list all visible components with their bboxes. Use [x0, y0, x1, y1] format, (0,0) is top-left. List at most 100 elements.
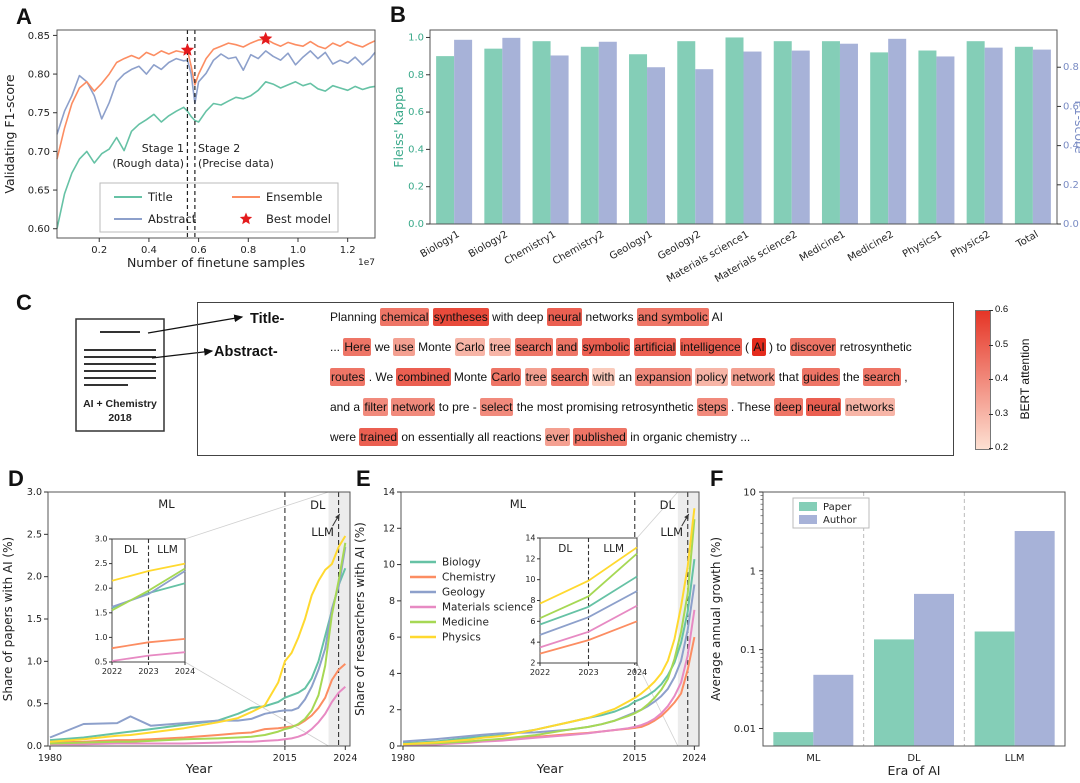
chart-text: 0.01 — [734, 724, 756, 735]
chart-text: 1980 — [38, 753, 62, 764]
bar-f1-medicine1 — [839, 43, 858, 225]
document-icon — [75, 318, 165, 432]
chart-text: 3.0 — [27, 487, 42, 498]
attention-colorbar — [975, 310, 991, 450]
panel-d-line-physics — [49, 535, 347, 743]
attention-line-3: and a filter network to pre - select the… — [330, 392, 950, 422]
bar-kappa-biology1 — [436, 56, 455, 224]
plain-word: that — [775, 370, 803, 384]
chart-text: 12 — [383, 523, 395, 534]
chart-text: 10 — [525, 575, 535, 584]
inset-label-llm: LLM — [157, 544, 178, 556]
plain-word: an — [615, 370, 636, 384]
panel-a-line-ensemble — [56, 38, 376, 160]
plain-word: the most promising retrosynthetic — [513, 400, 697, 414]
category-materials-science2: Materials science2 — [713, 229, 799, 285]
axes-frame — [400, 491, 700, 747]
chart-text: 1.0 — [290, 245, 306, 256]
bar-f1-geology1 — [647, 67, 666, 224]
plain-word: ) to — [765, 340, 790, 354]
category-medicine1: Medicine1 — [798, 229, 848, 264]
chart-text: 2024 — [682, 753, 706, 764]
chart-text: 2.0 — [95, 584, 108, 593]
panel-d-line-materials-science — [50, 685, 346, 746]
legend-author: Author — [823, 515, 858, 526]
plain-word: with deep — [488, 310, 547, 324]
inset-connector — [636, 662, 679, 747]
chart-text: 1.0 — [95, 633, 108, 642]
chart-text: 0.4 — [408, 144, 424, 155]
chart-text: 1.0 — [27, 656, 42, 667]
bar-paper-dl — [874, 639, 914, 746]
chart-text: 2.0 — [27, 572, 42, 583]
arrow-icon — [335, 514, 340, 520]
attention-word: network — [391, 398, 436, 416]
category-geology1: Geology1 — [608, 229, 655, 262]
plain-word: Monte — [450, 370, 491, 384]
plain-word: ... — [330, 340, 344, 354]
colorbar-tick-label: 0.2 — [995, 442, 1009, 453]
bar-kappa-medicine1 — [821, 41, 840, 224]
category-physics2: Physics2 — [949, 229, 992, 260]
attention-word: artificial — [633, 338, 677, 356]
attention-word: steps — [696, 398, 728, 416]
bar-kappa-chemistry2 — [580, 46, 599, 225]
attention-word: Carlo — [454, 338, 486, 356]
chart-text: 2 — [530, 659, 535, 668]
attention-word: neural — [806, 398, 842, 416]
attention-text-box — [197, 302, 954, 456]
panel-b-ylabel-left: Fleiss' Kappa — [391, 86, 406, 167]
legend-biology: Biology — [442, 557, 481, 569]
chart-text: 0.8 — [408, 70, 424, 81]
inset-label-dl: DL — [558, 543, 572, 555]
attention-word: guides — [802, 368, 840, 386]
stage1-label: Stage 1 — [142, 142, 184, 155]
plain-word: ( — [741, 340, 753, 354]
panel-e-label-llm: LLM — [660, 525, 683, 539]
bar-paper-llm — [974, 631, 1015, 746]
bar-f1-total — [1032, 49, 1051, 224]
chart-text: 0.4 — [141, 245, 157, 256]
chart-text: 0.6 — [408, 107, 424, 118]
plain-word: . These — [727, 400, 775, 414]
panel-a-line-title — [56, 81, 376, 229]
attention-line-4: were trained on essentially all reaction… — [330, 422, 950, 452]
axes-frame — [56, 29, 376, 239]
chart-text: 0.0 — [27, 741, 42, 752]
attention-word: Carlo — [490, 368, 522, 386]
best-model-star-icon — [239, 212, 253, 225]
attention-word: deep — [774, 398, 803, 416]
attention-text-lines: Planning chemical syntheses with deep ne… — [330, 302, 950, 452]
colorbar-tick-mark — [989, 448, 993, 449]
attention-word: published — [573, 428, 627, 446]
chart-text: 0.60 — [28, 224, 50, 235]
bar-kappa-materials-science1 — [725, 37, 744, 224]
panel-e-ylabel: Share of researchers with AI (%) — [353, 522, 367, 716]
panel-d-label-llm: LLM — [311, 525, 334, 539]
colorbar-tick-label: 0.6 — [995, 304, 1009, 315]
attention-word: use — [393, 338, 415, 356]
chart-text: 1980 — [391, 753, 415, 764]
stage1-sublabel: (Rough data) — [112, 157, 184, 170]
panel-f-chart: ML DL LLM 10 1 0.1 0.01 Paper Author Era of AI Ave… — [709, 488, 1066, 778]
attention-word: select — [480, 398, 514, 416]
colorbar-tick-mark — [989, 379, 993, 380]
category-biology1: Biology1 — [419, 229, 462, 260]
chart-text: 0.2 — [408, 182, 424, 193]
chart-text: 0.8 — [1063, 62, 1079, 73]
panel-d-ylabel: Share of papers with AI (%) — [1, 537, 15, 701]
title-arrow — [147, 314, 244, 334]
inset-label-llm: LLM — [603, 543, 624, 555]
panel-f-ylabel: Average annual growth (%) — [709, 537, 723, 701]
legend-abstract: Abstract — [148, 212, 197, 226]
chart-text: 0.6 — [191, 245, 207, 256]
attention-word: syntheses — [432, 308, 489, 326]
panel-f-xlabel: Era of AI — [888, 763, 941, 778]
chart-text: 12 — [525, 554, 535, 563]
panel-e-letter: E — [356, 466, 371, 491]
plain-word: , — [900, 370, 908, 384]
legend-ensemble: Ensemble — [266, 190, 322, 204]
attention-word: and — [556, 338, 579, 356]
attention-word: network — [731, 368, 776, 386]
